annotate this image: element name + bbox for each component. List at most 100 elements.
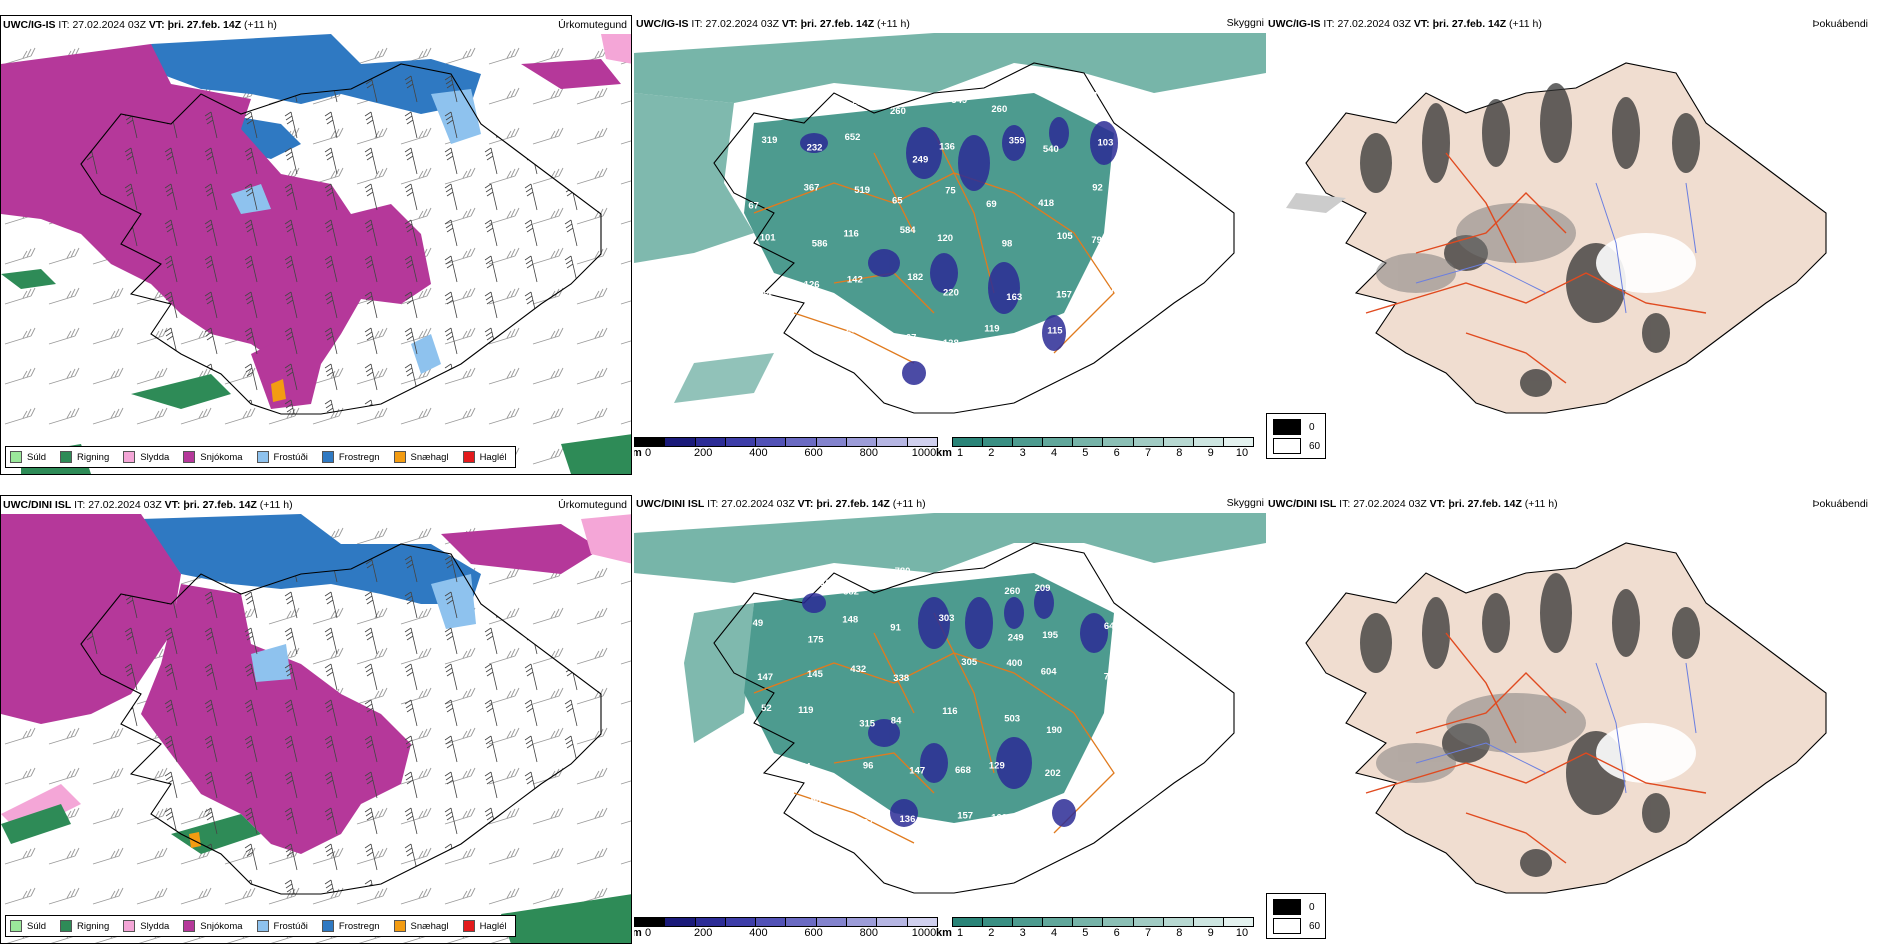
- visibility-station-label: 61: [758, 316, 769, 327]
- visibility-station-label: 61: [768, 798, 779, 809]
- legend-item: Slydda: [123, 451, 169, 463]
- visibility-station-label: 219: [815, 578, 831, 589]
- visibility-station-label: 668: [955, 765, 971, 776]
- colorbar-tick-label: 2: [988, 927, 995, 939]
- visibility-station-label: 136: [900, 814, 916, 825]
- swatch: [183, 920, 196, 932]
- visibility-station-label: 315: [859, 718, 876, 729]
- white-swatch: [1273, 918, 1301, 934]
- visibility-station-label: 157: [1056, 290, 1072, 301]
- visibility-station-label: 123: [1098, 567, 1114, 578]
- visibility-station-label: 119: [798, 705, 813, 716]
- black-swatch: [1273, 419, 1301, 435]
- visibility-panel-row2: UWC/DINI ISL IT: 27.02.2024 03Z VT: þri.…: [634, 495, 1266, 950]
- colorbar-tick-label: 400: [749, 927, 768, 939]
- colorbar-segment: [665, 438, 696, 446]
- panel-title: Úrkomutegund: [558, 499, 627, 511]
- swatch: [10, 451, 22, 463]
- fog-panel-row1: UWC/IG-IS IT: 27.02.2024 03Z VT: þri. 27…: [1266, 15, 1898, 475]
- visibility-station-label: 116: [942, 706, 957, 717]
- colorbar-segment: [983, 918, 1014, 926]
- visibility-station-label: 25: [846, 324, 857, 335]
- visibility-colorbar: km 1 2 3 4 5 6 7 8 9 10: [936, 915, 1254, 945]
- legend-item: Snæhagl: [393, 920, 449, 932]
- colorbar-tick-label: 6: [1113, 927, 1120, 939]
- visibility-station-label: 105: [1057, 231, 1074, 242]
- visibility-station-label: 319: [762, 135, 778, 146]
- visibility-station-label: 304: [755, 289, 772, 300]
- colorbar-tick-label: 1000: [911, 447, 937, 459]
- swatch: [60, 920, 73, 932]
- legend-item: Frostregn: [321, 920, 380, 932]
- colorbar-tick-label: 3: [1019, 447, 1026, 459]
- swatch: [256, 451, 269, 463]
- visibility-bar: [952, 437, 1254, 447]
- swatch: [321, 920, 334, 932]
- visibility-station-label: 92: [1092, 183, 1103, 194]
- legend-item: Súld: [10, 920, 46, 932]
- visibility-station-label: 299: [852, 97, 868, 108]
- visibility-station-label: 249: [1008, 632, 1024, 643]
- model-name: UWC/IG-IS: [3, 19, 56, 31]
- visibility-station-label: 367: [804, 183, 820, 194]
- visibility-station-label: 232: [807, 143, 823, 154]
- colorbar-tick-label: 600: [804, 927, 823, 939]
- visibility-station-label: 220: [943, 287, 959, 298]
- visibility-panel-row1: UWC/IG-IS IT: 27.02.2024 03Z VT: þri. 27…: [634, 15, 1266, 475]
- colorbar-segment: [1013, 438, 1044, 446]
- colorbar-segment: [1103, 438, 1134, 446]
- visibility-station-label: 604: [1041, 666, 1058, 677]
- visibility-bar: [952, 917, 1254, 927]
- lead-time: (+11 h): [244, 19, 277, 31]
- colorbar-segment: [1163, 918, 1194, 926]
- visibility-station-label: 145: [807, 669, 824, 680]
- swatch: [462, 920, 475, 932]
- colorbar-tick-label: 6: [1113, 447, 1120, 459]
- colorbar-segment: [695, 918, 726, 926]
- colorbar-segment: [877, 918, 908, 926]
- colorbar-segment: [816, 918, 848, 926]
- precip-type-panel-row2: UWC/DINI ISL IT: 27.02.2024 03Z VT: þri.…: [0, 495, 632, 944]
- legend-item: Rigning: [60, 451, 109, 463]
- white-swatch: [1273, 438, 1301, 454]
- colorbar-tick-label: 5: [1082, 447, 1089, 459]
- precip-type-panel-row1: UWC/IG-IS IT: 27.02.2024 03Z VT: þri. 27…: [0, 15, 632, 475]
- visibility-station-label: 120: [937, 233, 953, 244]
- panel-title: Úrkomutegund: [558, 19, 627, 31]
- colorbar-segment: [635, 438, 666, 446]
- visibility-station-label: 49: [753, 618, 764, 629]
- visibility-station-label: 142: [1082, 339, 1098, 350]
- visibility-station-label: 84: [891, 716, 902, 727]
- legend-item: Snæhagl: [393, 451, 449, 463]
- init-time: 27.02.2024 03Z: [72, 19, 146, 31]
- colorbar-tick-label: 9: [1207, 447, 1214, 459]
- panel-header: UWC/IG-IS IT: 27.02.2024 03Z VT: þri. 27…: [636, 18, 910, 30]
- valid-time: þri. 27.feb. 14Z: [167, 19, 242, 31]
- panel-header: UWC/DINI ISL IT: 27.02.2024 03Z VT: þri.…: [3, 499, 293, 511]
- colorbar-segment: [1193, 438, 1224, 446]
- visibility-station-label: 65: [892, 196, 903, 207]
- visibility-station-label: 584: [900, 225, 917, 236]
- visibility-station-label: 400: [1007, 658, 1023, 669]
- colorbar-segment: [786, 438, 817, 446]
- visibility-station-label: 116: [844, 228, 859, 239]
- elevation-colorbar: m 0 200 400 600 800 1000: [634, 435, 938, 465]
- colorbar-segment: [635, 918, 666, 926]
- colorbar-segment: [756, 438, 787, 446]
- colorbar-tick-label: 0: [644, 447, 652, 459]
- visibility-station-label: 260: [890, 106, 906, 117]
- colorbar-tick-label: 10: [1235, 447, 1249, 459]
- colorbar-segment: [1073, 438, 1104, 446]
- fog-panel-row2: UWC/DINI ISL IT: 27.02.2024 03Z VT: þri.…: [1266, 495, 1898, 935]
- colorbar-tick-label: 8: [1176, 447, 1183, 459]
- colorbar-segment: [665, 918, 696, 926]
- visibility-station-label: 209: [1035, 583, 1051, 594]
- swatch: [10, 920, 22, 932]
- elevation-colorbar: m 0 200 400 600 800 1000: [634, 915, 938, 945]
- visibility-station-label: 98: [1002, 239, 1013, 250]
- visibility-station-label: 166: [991, 813, 1007, 824]
- visibility-station-label: 73: [1104, 672, 1115, 683]
- visibility-station-label: 75: [945, 185, 956, 196]
- colorbar-tick-label: 2: [988, 447, 995, 459]
- panel-title: Skyggni: [1226, 497, 1264, 509]
